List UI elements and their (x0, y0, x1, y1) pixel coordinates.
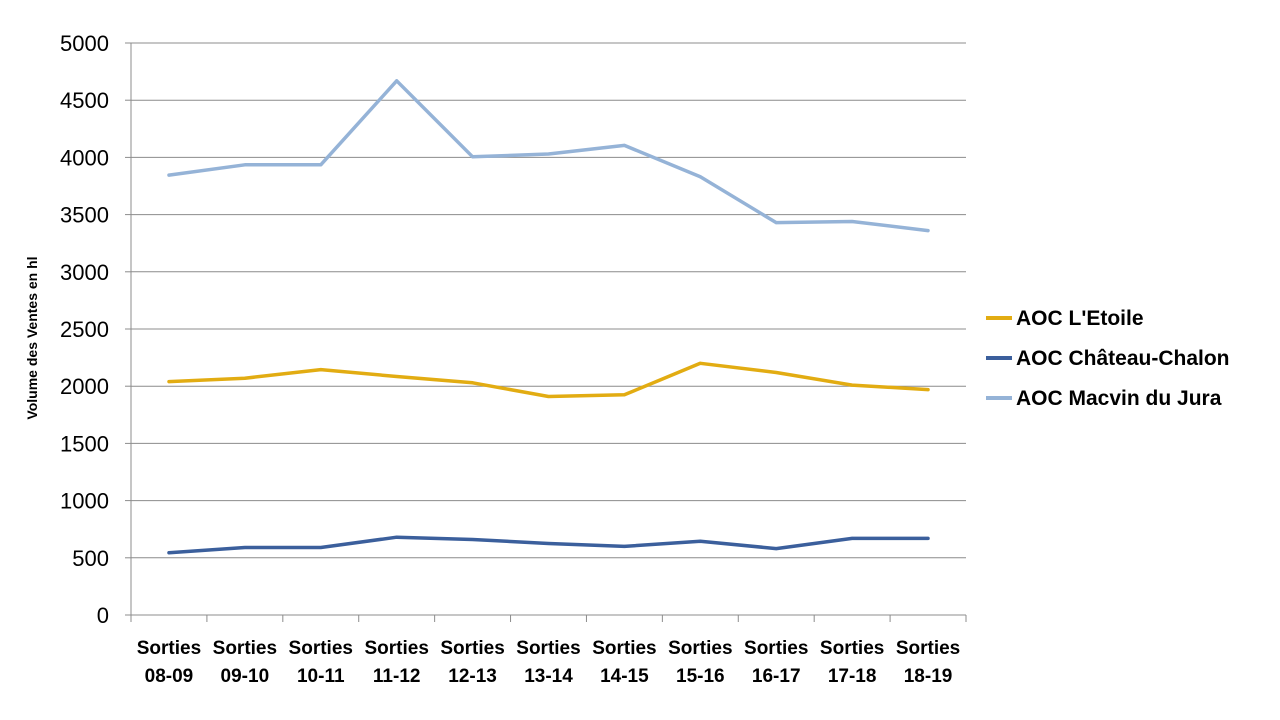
y-tick-label: 3000 (60, 260, 109, 285)
data-point (547, 542, 550, 545)
data-point (622, 143, 626, 147)
data-point (926, 229, 930, 233)
data-point (698, 361, 702, 365)
x-tick-label: Sorties (820, 638, 884, 659)
data-point (471, 155, 475, 159)
data-point (622, 544, 626, 548)
data-point (698, 539, 702, 543)
data-point (471, 381, 475, 385)
y-tick-label: 3500 (60, 203, 109, 228)
data-point (167, 380, 171, 384)
x-tick-label: Sorties (592, 638, 656, 659)
data-point (319, 546, 323, 550)
y-tick-label: 1500 (60, 431, 109, 456)
x-tick-label: 11-12 (373, 666, 421, 687)
legend-label: AOC Macvin du Jura (1016, 387, 1222, 410)
x-tick-label: 14-15 (600, 666, 649, 687)
x-tick-label: Sorties (896, 638, 960, 659)
x-tick-label: 13-14 (524, 666, 573, 687)
series-lines (167, 79, 930, 555)
data-point (319, 368, 323, 372)
y-axis-title: Volume des Ventes en hl (24, 256, 40, 419)
y-tick-label: 5000 (60, 31, 109, 56)
y-tick-label: 500 (72, 546, 109, 571)
x-tick-label: Sorties (744, 638, 808, 659)
x-tick-label: 18-19 (904, 666, 953, 687)
y-tick-label: 0 (97, 603, 109, 628)
data-point (319, 163, 323, 167)
gridlines (131, 42, 966, 559)
legend-label: AOC Château-Chalon (1016, 347, 1230, 370)
legend-label: AOC L'Etoile (1016, 307, 1144, 330)
y-tick-label: 4500 (60, 88, 109, 113)
x-tick-label: 12-13 (448, 666, 497, 687)
legend: AOC L'Etoile AOC Château-Chalon AOC Macvin… (986, 307, 1230, 410)
data-point (698, 175, 702, 179)
series-line (167, 361, 930, 399)
data-point (774, 547, 778, 551)
data-point (926, 536, 930, 540)
data-point (243, 546, 247, 550)
x-axis-ticks: Sorties 08-09 Sorties 09-10 Sorties 10-11 Sort… (137, 638, 961, 687)
x-tick-label: 16-17 (752, 666, 801, 687)
data-point (850, 383, 854, 387)
data-point (167, 173, 171, 177)
x-tick-label: Sorties (440, 638, 504, 659)
data-point (622, 393, 626, 397)
x-tick-label: Sorties (289, 638, 353, 659)
x-tick-label: 17-18 (828, 666, 877, 687)
data-point (926, 388, 930, 392)
y-tick-label: 2000 (60, 374, 109, 399)
data-point (395, 535, 399, 539)
data-point (243, 163, 247, 167)
series-line (167, 79, 930, 233)
y-axis-ticks: 0 500 1000 1500 2000 2500 3000 3500 4000 4500 5000 (60, 31, 109, 628)
data-point (395, 79, 399, 83)
x-tick-label: Sorties (516, 638, 580, 659)
data-point (547, 152, 550, 156)
data-point (547, 394, 550, 398)
x-tick-label: Sorties (668, 638, 732, 659)
x-tick-label: 08-09 (145, 666, 194, 687)
data-point (395, 374, 399, 378)
x-tick-label: Sorties (213, 638, 277, 659)
data-point (774, 370, 778, 374)
data-point (850, 219, 854, 223)
x-tick-label: 09-10 (221, 666, 270, 687)
y-tick-label: 1000 (60, 489, 109, 514)
x-tick-label: Sorties (364, 638, 428, 659)
data-point (167, 551, 171, 555)
data-point (243, 376, 247, 380)
y-tick-label: 2500 (60, 317, 109, 342)
data-point (471, 537, 475, 541)
x-tick-label: 15-16 (676, 666, 725, 687)
x-tick-label: Sorties (137, 638, 201, 659)
axes (125, 42, 967, 622)
data-point (774, 221, 778, 225)
x-tick-label: 10-11 (297, 666, 345, 687)
y-tick-label: 4000 (60, 145, 109, 170)
data-point (850, 536, 854, 540)
